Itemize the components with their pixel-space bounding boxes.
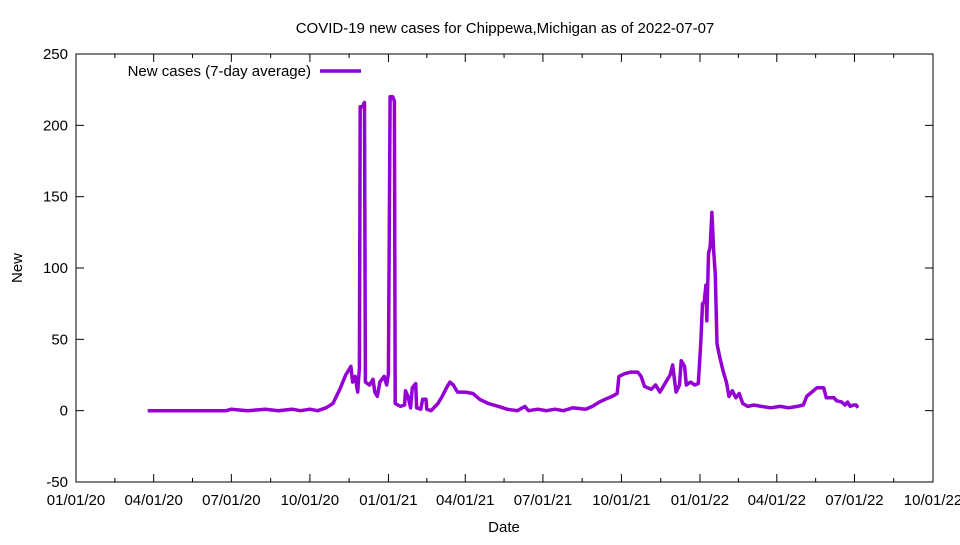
x-tick-label: 01/01/20	[47, 492, 105, 509]
series-0	[147, 95, 860, 413]
x-tick-label: 01/01/22	[671, 492, 729, 509]
x-axis: 01/01/20 04/01/20 07/01/20 10/01/20 01/01/21…	[47, 54, 960, 509]
plot-frame	[75, 53, 934, 483]
y-tick-label: 250	[43, 46, 68, 63]
x-tick-label: 07/01/22	[825, 492, 883, 509]
series-line	[147, 95, 860, 413]
y-tick-label: -50	[46, 474, 68, 491]
y-tick-label: 100	[43, 260, 68, 277]
x-tick-label: 10/01/22	[904, 492, 960, 509]
y-tick-label: 0	[60, 403, 68, 420]
legend-label: New cases (7-day average)	[128, 63, 311, 80]
y-tick-label: 200	[43, 117, 68, 134]
x-tick-label: 10/01/21	[592, 492, 650, 509]
x-tick-label: 04/01/22	[748, 492, 806, 509]
y-tick-label: 150	[43, 189, 68, 206]
y-axis: -50 0 50 100 150 200 250	[43, 46, 933, 491]
legend: New cases (7-day average)	[128, 63, 361, 80]
x-tick-label: 04/01/20	[124, 492, 182, 509]
x-tick-label: 07/01/21	[514, 492, 572, 509]
x-tick-label: 10/01/20	[281, 492, 339, 509]
x-axis-label: Date	[488, 519, 520, 536]
series-layer	[147, 95, 860, 413]
y-tick-label: 50	[51, 331, 68, 348]
x-tick-label: 07/01/20	[202, 492, 260, 509]
x-tick-label: 04/01/21	[436, 492, 494, 509]
x-tick-label: 01/01/21	[359, 492, 417, 509]
chart-title: COVID-19 new cases for Chippewa,Michigan…	[296, 20, 715, 37]
y-axis-label: New	[9, 253, 26, 283]
